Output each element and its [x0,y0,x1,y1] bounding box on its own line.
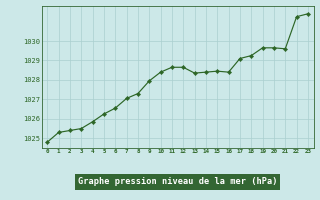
Text: Graphe pression niveau de la mer (hPa): Graphe pression niveau de la mer (hPa) [78,178,277,186]
